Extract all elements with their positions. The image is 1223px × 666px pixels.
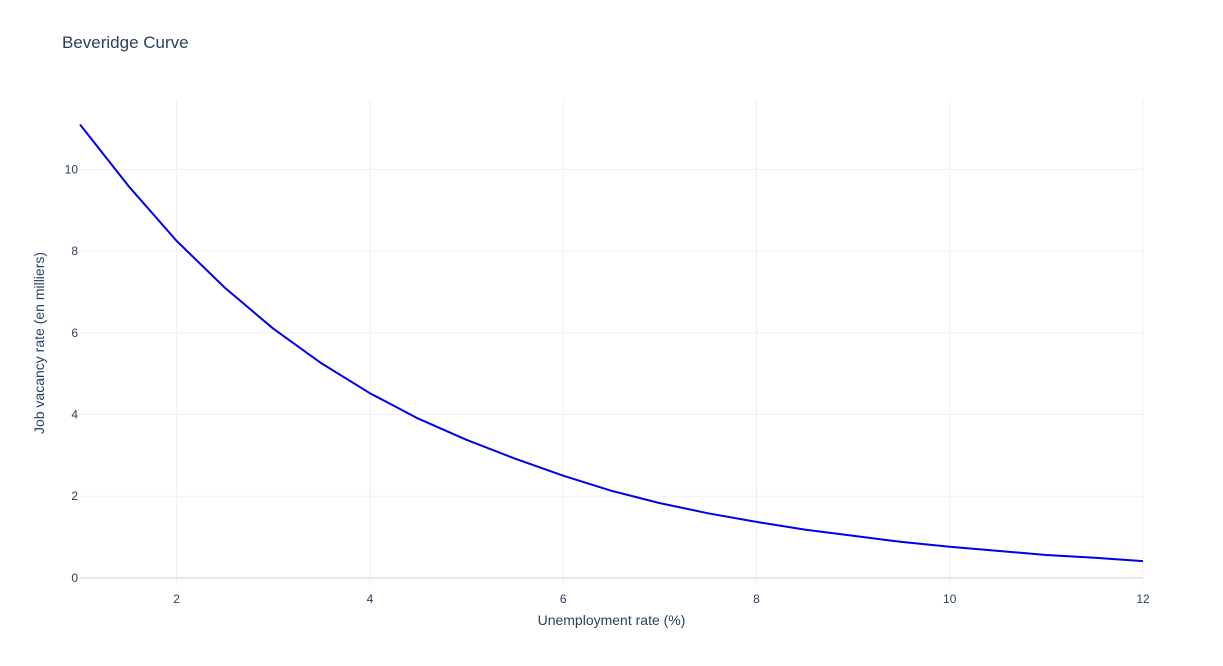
series-line	[79, 123, 1144, 563]
y-tick-label: 2	[71, 489, 78, 503]
y-tick-label: 8	[71, 244, 78, 258]
x-tick-label: 12	[1136, 592, 1150, 606]
grid-lines	[80, 100, 1144, 586]
series-group	[79, 123, 1144, 563]
y-tick-label: 10	[65, 162, 79, 176]
x-tick-label: 10	[943, 592, 957, 606]
y-tick-label: 0	[71, 571, 78, 585]
x-tick-label: 2	[173, 592, 180, 606]
y-axis-label: Job vacancy rate (en milliers)	[31, 252, 47, 434]
x-axis-label: Unemployment rate (%)	[537, 612, 686, 628]
x-tick-label: 8	[753, 592, 760, 606]
y-tick-labels: 0 2 4 6 8 10	[65, 162, 79, 584]
y-tick-label: 4	[71, 407, 78, 421]
chart-title: Beveridge Curve	[62, 33, 189, 52]
x-tick-label: 6	[560, 592, 567, 606]
x-tick-label: 4	[367, 592, 374, 606]
y-tick-label: 6	[71, 326, 78, 340]
x-tick-labels: 2 4 6 8 10 12	[173, 592, 1150, 606]
